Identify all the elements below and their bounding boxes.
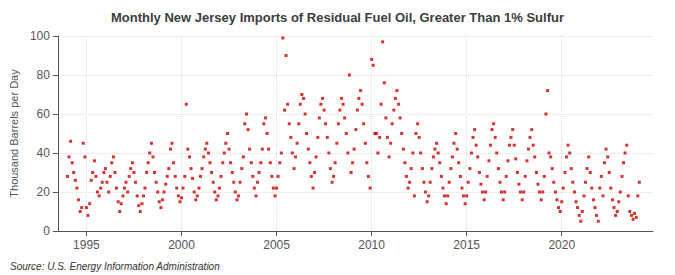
svg-text:60: 60: [37, 107, 51, 121]
svg-text:2010: 2010: [358, 238, 385, 252]
svg-text:20: 20: [37, 185, 51, 199]
svg-text:Monthly New Jersey Imports of: Monthly New Jersey Imports of Residual F…: [111, 10, 564, 25]
svg-text:2015: 2015: [453, 238, 480, 252]
svg-text:2020: 2020: [548, 238, 575, 252]
svg-text:0: 0: [43, 224, 50, 238]
svg-text:2005: 2005: [263, 238, 290, 252]
svg-text:40: 40: [37, 146, 51, 160]
svg-text:100: 100: [30, 29, 50, 43]
svg-text:Source: U.S. Energy Informatio: Source: U.S. Energy Information Administ…: [10, 261, 220, 272]
svg-text:2000: 2000: [168, 238, 195, 252]
svg-text:Thousand Barrels per Day: Thousand Barrels per Day: [8, 69, 20, 198]
svg-text:80: 80: [37, 68, 51, 82]
svg-text:1995: 1995: [73, 238, 100, 252]
